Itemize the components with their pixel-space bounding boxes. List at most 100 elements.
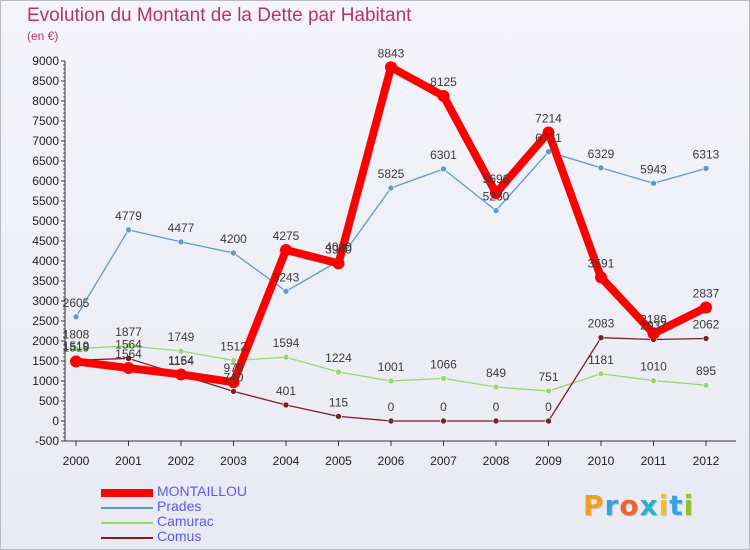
data-label: 2605 xyxy=(63,296,90,310)
data-point xyxy=(440,375,447,382)
data-label: 1066 xyxy=(430,357,457,371)
data-label: 1564 xyxy=(115,347,142,361)
y-tick-label: 1500 xyxy=(32,354,59,368)
y-tick-label: 1000 xyxy=(32,374,59,388)
data-point xyxy=(440,165,447,173)
data-label: 0 xyxy=(545,400,552,414)
x-tick-label: 2008 xyxy=(483,454,510,468)
data-label: 1512 xyxy=(220,340,247,354)
chart-title: Evolution du Montant de la Dette par Hab… xyxy=(27,5,412,26)
data-point xyxy=(332,257,345,270)
data-point xyxy=(702,381,710,389)
brand-letter: r xyxy=(604,489,620,522)
legend-swatch xyxy=(101,536,153,539)
y-tick-label: -500 xyxy=(35,434,59,448)
data-point xyxy=(597,334,605,341)
y-tick-label: 9000 xyxy=(32,54,59,68)
data-point xyxy=(177,238,185,246)
y-tick-label: 2000 xyxy=(32,334,59,348)
data-label: 2837 xyxy=(693,287,720,301)
data-label: 1164 xyxy=(168,353,194,367)
data-label: 1224 xyxy=(325,351,352,365)
data-label: 970 xyxy=(223,361,243,375)
x-tick-label: 2011 xyxy=(641,454,667,468)
data-label: 401 xyxy=(276,384,296,398)
data-point xyxy=(72,345,80,352)
data-point xyxy=(70,355,82,368)
data-point xyxy=(230,388,237,395)
data-label: 1154 xyxy=(168,354,194,368)
series-prades xyxy=(72,148,710,321)
data-label: 115 xyxy=(329,395,348,409)
data-point xyxy=(230,249,237,257)
data-label: 2037 xyxy=(640,319,667,333)
data-point xyxy=(387,417,395,425)
data-label: 6731 xyxy=(535,131,562,145)
series-montaillou xyxy=(70,61,712,389)
y-tick-label: 5500 xyxy=(32,194,59,208)
data-label: 4000 xyxy=(325,240,352,254)
brand-letter: x xyxy=(639,489,659,522)
data-point xyxy=(650,377,657,384)
x-tick-label: 2009 xyxy=(535,454,562,468)
data-point xyxy=(335,368,342,376)
data-point xyxy=(700,301,712,314)
chart-subtitle: (en €) xyxy=(27,29,59,43)
data-label: 4779 xyxy=(115,209,142,223)
data-label: 4200 xyxy=(220,232,247,246)
y-tick-label: 4000 xyxy=(32,254,59,268)
data-point xyxy=(387,184,395,192)
data-point xyxy=(492,417,500,425)
y-tick-label: 4500 xyxy=(32,234,59,248)
data-point xyxy=(122,362,135,375)
y-tick-label: 7500 xyxy=(32,114,59,128)
data-label: 8843 xyxy=(378,46,405,60)
brand-letter: P xyxy=(583,489,605,522)
data-point xyxy=(125,355,132,362)
y-tick-label: 7000 xyxy=(32,134,59,148)
legend-swatch xyxy=(101,521,153,524)
y-tick-label: 6000 xyxy=(32,174,59,188)
data-point xyxy=(597,370,605,378)
data-point xyxy=(440,417,447,425)
y-tick-label: 3500 xyxy=(32,274,59,288)
data-label: 1519 xyxy=(63,340,90,354)
data-point xyxy=(545,417,552,425)
y-tick-label: 6500 xyxy=(32,154,59,168)
data-point xyxy=(490,187,502,200)
data-label: 5943 xyxy=(640,162,667,176)
data-label: 3940 xyxy=(325,242,352,256)
y-tick-label: 0 xyxy=(52,414,59,428)
data-label: 895 xyxy=(696,364,716,378)
data-point xyxy=(597,164,605,172)
data-label: 0 xyxy=(493,400,500,414)
x-tick-label: 2004 xyxy=(273,454,300,468)
y-tick-label: 8500 xyxy=(32,74,59,88)
data-label: 4275 xyxy=(273,229,300,243)
y-tick-label: 500 xyxy=(39,394,59,408)
series-camurac xyxy=(72,342,710,395)
brand-logo: Proxiti xyxy=(583,489,694,522)
data-label: 1749 xyxy=(168,330,195,344)
brand-letter: o xyxy=(619,489,640,522)
x-tick-label: 2007 xyxy=(430,454,457,468)
data-label: 7214 xyxy=(535,111,562,125)
data-label: 1594 xyxy=(273,336,300,350)
data-label: 2062 xyxy=(693,318,720,332)
x-tick-label: 2010 xyxy=(588,454,615,468)
data-point xyxy=(492,383,500,391)
data-point xyxy=(437,90,450,102)
data-point xyxy=(175,368,187,381)
data-label: 6313 xyxy=(693,147,720,161)
x-tick-label: 2003 xyxy=(220,454,247,468)
data-point xyxy=(387,377,395,385)
data-point xyxy=(282,287,290,295)
data-point xyxy=(125,226,132,234)
data-label: 1001 xyxy=(378,360,405,374)
data-label: 0 xyxy=(388,400,395,414)
data-label: 751 xyxy=(538,370,558,384)
data-label: 3591 xyxy=(588,256,615,270)
data-point xyxy=(650,179,657,187)
data-point xyxy=(227,376,240,389)
